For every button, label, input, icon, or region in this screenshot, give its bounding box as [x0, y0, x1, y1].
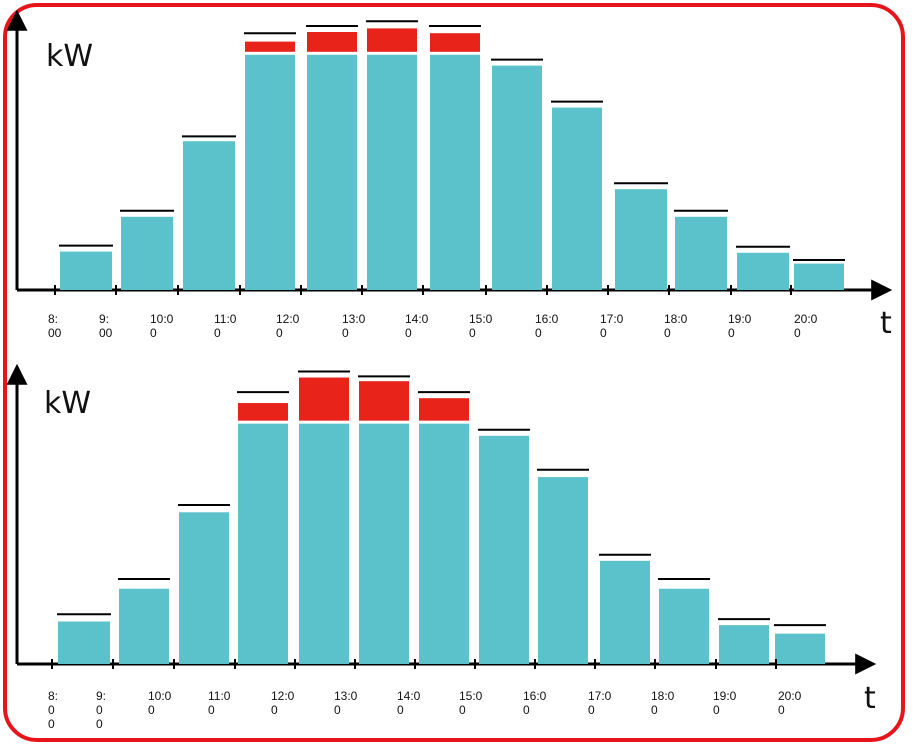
x-axis-label: t [864, 681, 876, 716]
x-tick-label: 18:0 0 [651, 689, 675, 717]
bar-base [479, 435, 529, 664]
bar-excess [367, 28, 417, 52]
bar-base [60, 251, 112, 290]
bar-base [775, 633, 825, 664]
x-tick-label: 10:0 0 [150, 312, 174, 340]
bar-base [238, 423, 288, 664]
bar-base [359, 423, 409, 664]
bar-base [183, 141, 235, 290]
x-tick-label: 19:0 0 [713, 689, 737, 717]
x-tick-label: 16:0 0 [523, 689, 547, 717]
bar-base [615, 189, 667, 290]
bar-base [552, 107, 602, 290]
bar-excess [238, 403, 288, 421]
bar-base [430, 54, 480, 290]
bar-base [659, 588, 709, 664]
bar-excess [307, 32, 357, 52]
x-tick-label: 15:0 0 [469, 312, 493, 340]
x-tick-label: 18:0 0 [664, 312, 688, 340]
bar-base [121, 216, 173, 290]
bar-base [492, 65, 542, 290]
x-tick-label: 14:0 0 [405, 312, 429, 340]
bar-base [538, 477, 588, 664]
x-tick-label: 19:0 0 [728, 312, 752, 340]
bar-excess [359, 381, 409, 421]
x-tick-label: 8:00 [48, 312, 62, 340]
x-tick-label: 11:0 0 [214, 312, 237, 340]
x-tick-label: 13:0 0 [334, 689, 358, 717]
y-axis-label: kW [44, 386, 91, 421]
bar-base [245, 54, 295, 290]
bar-base [600, 560, 650, 664]
bar-base [307, 54, 357, 290]
x-tick-label: 12:0 0 [271, 689, 295, 717]
y-axis-label: kW [46, 39, 93, 74]
x-tick-label: 20:0 0 [794, 312, 818, 340]
chart-panel-bottom: 8: 0 0 9: 0 0 10:0 0 11:0 0 12:0 0 13:0 0 14:0 0 15:0 0 16… [6, 363, 877, 731]
bar-base [367, 54, 417, 290]
x-tick-label: 9:00 [99, 312, 113, 340]
bar-base [179, 512, 229, 664]
x-tick-label: 12:0 0 [276, 312, 300, 340]
bar-excess [245, 41, 295, 52]
x-tick-label: 20:0 0 [778, 689, 802, 717]
x-tick-label: 17:0 0 [588, 689, 612, 717]
x-tick-label: 16:0 0 [535, 312, 559, 340]
bar-base [794, 263, 844, 290]
bar-base [419, 423, 469, 664]
x-tick-label: 13:0 0 [342, 312, 366, 340]
x-tick-label: 11:0 0 [208, 689, 231, 717]
bar-base [675, 216, 727, 290]
bar-base [119, 588, 169, 664]
x-tick-label: 10:0 0 [148, 689, 172, 717]
bar-base [719, 625, 769, 664]
bar-base [58, 621, 110, 664]
bar-excess [430, 33, 480, 52]
bar-excess [419, 398, 469, 421]
bar-base [299, 423, 349, 664]
bar-excess [299, 377, 349, 421]
x-tick-label: 14:0 0 [397, 689, 421, 717]
chart-panel-top: 8: 00 9: 00 10:0 0 11:0 0 12:0 0 13:0 0 14:0 0 15:0 0 16… [6, 9, 893, 341]
chart-frame [3, 3, 905, 742]
x-axis-label: t [880, 306, 892, 341]
x-tick-label: 15:0 0 [459, 689, 483, 717]
x-tick-label: 17:0 0 [600, 312, 624, 340]
bar-base [737, 252, 789, 290]
